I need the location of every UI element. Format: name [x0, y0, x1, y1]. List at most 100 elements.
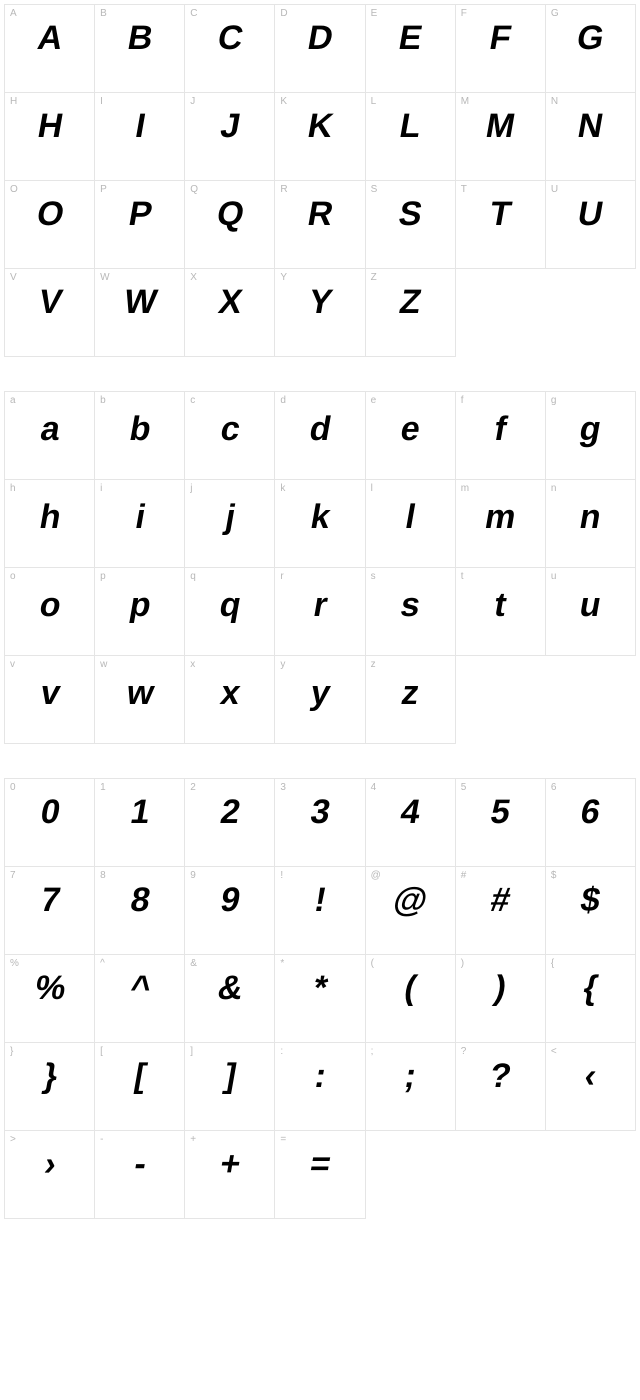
- cell-key-label: J: [190, 96, 195, 107]
- glyph-cell: tt: [456, 568, 546, 656]
- cell-key-label: V: [10, 272, 17, 283]
- cell-glyph: 9: [218, 883, 242, 917]
- glyph-cell: uu: [546, 568, 636, 656]
- cell-glyph: L: [397, 109, 423, 143]
- glyph-cell: kk: [275, 480, 365, 568]
- cell-key-label: i: [100, 483, 102, 494]
- cell-key-label: ]: [190, 1046, 193, 1057]
- glyph-cell: ZZ: [366, 269, 456, 357]
- cell-glyph: X: [216, 285, 244, 319]
- glyph-cell: 22: [185, 779, 275, 867]
- cell-key-label: r: [280, 571, 283, 582]
- cell-glyph: o: [37, 588, 63, 622]
- cell-glyph: w: [124, 676, 155, 710]
- cell-glyph: a: [38, 412, 62, 446]
- cell-glyph: G: [575, 21, 606, 55]
- glyph-cell: pp: [95, 568, 185, 656]
- cell-glyph: ]: [222, 1059, 238, 1093]
- cell-key-label: }: [10, 1046, 13, 1057]
- glyph-cell: ;;: [366, 1043, 456, 1131]
- cell-key-label: p: [100, 571, 106, 582]
- glyph-cell: jj: [185, 480, 275, 568]
- glyph-cell: CC: [185, 5, 275, 93]
- glyph-cell: zz: [366, 656, 456, 744]
- cell-glyph: 0: [38, 795, 62, 829]
- cell-glyph: D: [305, 21, 335, 55]
- cell-glyph: 7: [38, 883, 62, 917]
- cell-glyph: 8: [128, 883, 152, 917]
- cell-key-label: x: [190, 659, 195, 670]
- cell-key-label: 7: [10, 870, 16, 881]
- cell-key-label: 3: [280, 782, 286, 793]
- glyph-cell: >›: [5, 1131, 95, 1219]
- cell-glyph: [: [132, 1059, 148, 1093]
- glyph-cell: ^^: [95, 955, 185, 1043]
- glyph-cell: aa: [5, 392, 95, 480]
- glyph-cell: ((: [366, 955, 456, 1043]
- cell-key-label: T: [461, 184, 467, 195]
- cell-key-label: K: [280, 96, 287, 107]
- cell-glyph: x: [218, 676, 242, 710]
- glyph-cell: {{: [546, 955, 636, 1043]
- cell-glyph: 6: [578, 795, 602, 829]
- cell-key-label: X: [190, 272, 197, 283]
- cell-glyph: 3: [308, 795, 332, 829]
- empty-cell: [546, 269, 636, 357]
- glyph-cell: qq: [185, 568, 275, 656]
- glyph-cell: WW: [95, 269, 185, 357]
- cell-glyph: u: [578, 588, 604, 622]
- cell-key-label: g: [551, 395, 557, 406]
- cell-key-label: G: [551, 8, 559, 19]
- cell-glyph: T: [487, 197, 513, 231]
- cell-key-label: z: [371, 659, 376, 670]
- empty-cell: [456, 1131, 546, 1219]
- glyph-cell: JJ: [185, 93, 275, 181]
- glyph-cell: **: [275, 955, 365, 1043]
- cell-key-label: ): [461, 958, 464, 969]
- glyph-cell: 00: [5, 779, 95, 867]
- cell-key-label: H: [10, 96, 17, 107]
- cell-key-label: >: [10, 1134, 16, 1145]
- glyph-cell: [[: [95, 1043, 185, 1131]
- cell-glyph: I: [132, 109, 146, 143]
- empty-cell: [456, 656, 546, 744]
- cell-glyph: U: [576, 197, 606, 231]
- cell-key-label: S: [371, 184, 378, 195]
- cell-glyph: Y: [306, 285, 334, 319]
- cell-key-label: Q: [190, 184, 198, 195]
- cell-glyph: O: [34, 197, 65, 231]
- glyph-cell: dd: [275, 392, 365, 480]
- cell-glyph: v: [38, 676, 62, 710]
- cell-key-label: -: [100, 1134, 103, 1145]
- cell-glyph: :: [312, 1059, 328, 1093]
- cell-glyph: p: [127, 588, 153, 622]
- glyph-cell: 88: [95, 867, 185, 955]
- section-numbers-symbols: 00112233445566778899!!@@##$$%%^^&&**(())…: [4, 778, 636, 1219]
- cell-key-label: 0: [10, 782, 16, 793]
- cell-key-label: N: [551, 96, 558, 107]
- cell-glyph: ‹: [582, 1059, 598, 1093]
- glyph-cell: VV: [5, 269, 95, 357]
- cell-key-label: A: [10, 8, 17, 19]
- cell-key-label: o: [10, 571, 16, 582]
- cell-key-label: @: [371, 870, 381, 881]
- cell-glyph: ^: [127, 971, 152, 1005]
- cell-glyph: F: [487, 21, 513, 55]
- cell-key-label: 6: [551, 782, 557, 793]
- cell-glyph: K: [305, 109, 335, 143]
- glyph-cell: $$: [546, 867, 636, 955]
- cell-key-label: F: [461, 8, 467, 19]
- cell-key-label: :: [280, 1046, 283, 1057]
- cell-glyph: ): [492, 971, 508, 1005]
- cell-key-label: j: [190, 483, 192, 494]
- glyph-cell: TT: [456, 181, 546, 269]
- cell-key-label: c: [190, 395, 195, 406]
- glyph-cell: ss: [366, 568, 456, 656]
- glyph-cell: LL: [366, 93, 456, 181]
- glyph-cell: ##: [456, 867, 546, 955]
- glyph-cell: <‹: [546, 1043, 636, 1131]
- glyph-cell: 44: [366, 779, 456, 867]
- glyph-cell: oo: [5, 568, 95, 656]
- cell-key-label: +: [190, 1134, 196, 1145]
- cell-glyph: j: [223, 500, 237, 534]
